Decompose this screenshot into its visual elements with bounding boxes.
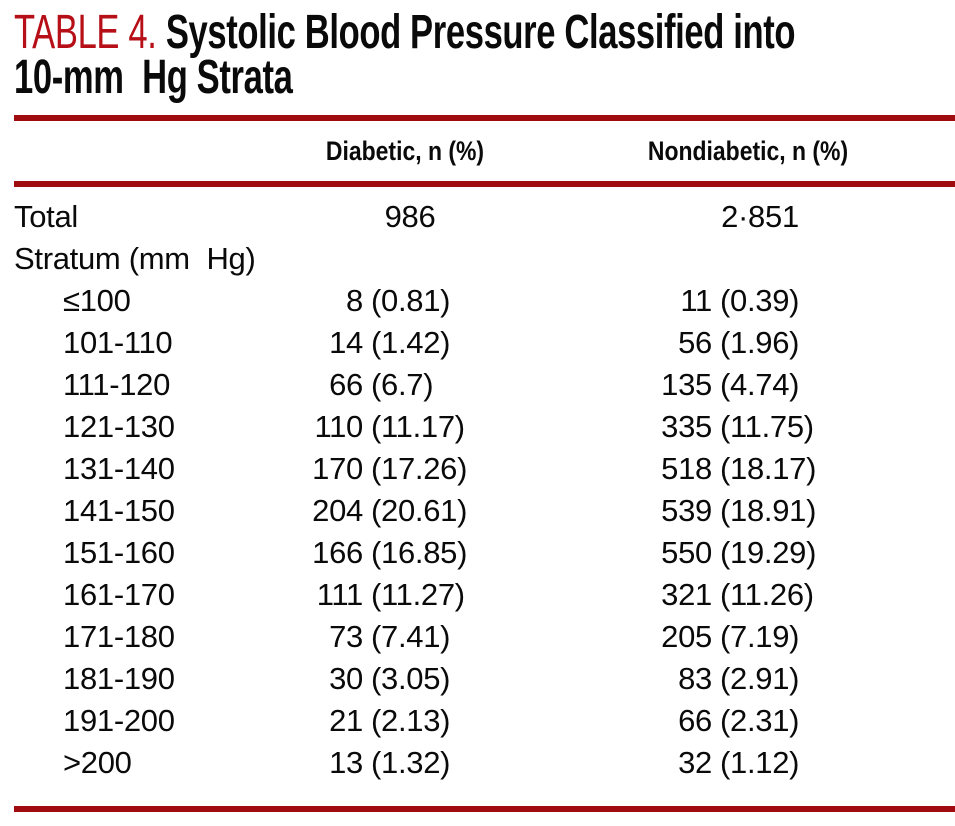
stratum-label: 191-200 [63, 703, 175, 738]
table-title-text-1: Systolic Blood Pressure Classified into [165, 6, 796, 59]
horizontal-rule-top [14, 115, 955, 121]
column-header-diabetic: Diabetic, n (%) [325, 136, 485, 166]
table-row-total: Total 986 2·851 [0, 196, 955, 238]
nondiabetic-count: 550 [661, 535, 712, 570]
table-title-line2: 10-mm Hg Strata [14, 54, 878, 102]
table-row: 191-200 21 (2.13) 66 (2.31) [0, 700, 955, 742]
diabetic-count: 8 [346, 283, 363, 318]
nondiabetic-percent: (19.29) [720, 535, 817, 570]
stratum-label: 121-130 [63, 409, 175, 444]
nondiabetic-percent: (18.91) [720, 493, 817, 528]
diabetic-percent: (17.26) [371, 451, 468, 486]
table-number-label: TABLE 4. [14, 6, 157, 59]
table-row: ≤100 8 (0.81) 11 (0.39) [0, 280, 955, 322]
stratum-label: 141-150 [63, 493, 175, 528]
table-row: 151-160 166 (16.85) 550 (19.29) [0, 532, 955, 574]
table-row: 131-140 170 (17.26) 518 (18.17) [0, 448, 955, 490]
nondiabetic-count: 66 [678, 703, 712, 738]
nondiabetic-percent: (11.75) [720, 409, 814, 444]
diabetic-count: 30 [329, 661, 363, 696]
stratum-label: 181-190 [63, 661, 175, 696]
nondiabetic-count: 518 [661, 451, 712, 486]
diabetic-percent: (2.13) [371, 703, 451, 738]
diabetic-count: 73 [329, 619, 363, 654]
stratum-label: 161-170 [63, 577, 175, 612]
diabetic-count: 111 [316, 577, 364, 612]
diabetic-percent: (1.32) [371, 745, 451, 780]
diabetic-count: 66 [329, 367, 363, 402]
nondiabetic-count: 11 [680, 283, 712, 318]
stratum-label: 151-160 [63, 535, 175, 570]
nondiabetic-percent: (1.12) [720, 745, 800, 780]
table-row: 141-150 204 (20.61) 539 (18.91) [0, 490, 955, 532]
total-label: Total [14, 199, 78, 234]
table-row: 121-130 110 (11.17) 335 (11.75) [0, 406, 955, 448]
table-title-text-2: 10-mm Hg Strata [14, 51, 293, 104]
nondiabetic-count: 335 [661, 409, 712, 444]
column-header-row: Diabetic, n (%) Nondiabetic, n (%) [0, 122, 955, 181]
nondiabetic-percent: (1.96) [720, 325, 800, 360]
nondiabetic-count: 205 [661, 619, 712, 654]
total-nondiabetic-value: 2·851 [721, 199, 799, 234]
diabetic-count: 13 [329, 745, 363, 780]
stratum-section-label: Stratum (mm Hg) [14, 241, 256, 276]
table-row: >200 13 (1.32) 32 (1.12) [0, 742, 955, 784]
diabetic-percent: (0.81) [371, 283, 451, 318]
table-title-line1: TABLE 4. Systolic Blood Pressure Classifi… [14, 9, 878, 57]
table-row: 171-180 73 (7.41) 205 (7.19) [0, 616, 955, 658]
diabetic-percent: (11.17) [371, 409, 465, 444]
nondiabetic-count: 56 [678, 325, 712, 360]
nondiabetic-percent: (4.74) [720, 367, 800, 402]
table-row-section: Stratum (mm Hg) [0, 238, 955, 280]
stratum-label: >200 [63, 745, 132, 780]
table-row: 181-190 30 (3.05) 83 (2.91) [0, 658, 955, 700]
stratum-label: 171-180 [63, 619, 175, 654]
column-header-nondiabetic: Nondiabetic, n (%) [647, 136, 849, 166]
horizontal-rule-mid [14, 181, 955, 187]
horizontal-rule-bottom [14, 806, 955, 812]
diabetic-percent: (16.85) [371, 535, 468, 570]
stratum-label: 101-110 [63, 325, 173, 360]
nondiabetic-percent: (11.26) [720, 577, 814, 612]
stratum-label: 131-140 [63, 451, 175, 486]
nondiabetic-percent: (7.19) [720, 619, 800, 654]
nondiabetic-count: 32 [678, 745, 712, 780]
diabetic-percent: (20.61) [371, 493, 468, 528]
diabetic-percent: (3.05) [371, 661, 451, 696]
total-diabetic-value: 986 [384, 199, 436, 234]
diabetic-percent: (6.7) [371, 367, 434, 402]
table-body: Total 986 2·851 Stratum (mm Hg) ≤100 8 (0.… [0, 196, 955, 784]
diabetic-count: 204 [312, 493, 363, 528]
table-row: 101-110 14 (1.42) 56 (1.96) [0, 322, 955, 364]
table-title: TABLE 4. Systolic Blood Pressure Classifi… [14, 9, 955, 102]
nondiabetic-count: 321 [661, 577, 712, 612]
diabetic-percent: (1.42) [371, 325, 451, 360]
stratum-label: ≤100 [63, 283, 131, 318]
diabetic-count: 14 [329, 325, 363, 360]
nondiabetic-percent: (2.91) [720, 661, 800, 696]
diabetic-count: 21 [329, 703, 363, 738]
table-row: 111-120 66 (6.7) 135 (4.74) [0, 364, 955, 406]
diabetic-percent: (7.41) [371, 619, 451, 654]
nondiabetic-percent: (2.31) [720, 703, 800, 738]
stratum-label: 111-120 [63, 367, 171, 402]
table-row: 161-170 111 (11.27) 321 (11.26) [0, 574, 955, 616]
diabetic-count: 170 [312, 451, 363, 486]
nondiabetic-percent: (0.39) [720, 283, 800, 318]
diabetic-count: 166 [312, 535, 363, 570]
nondiabetic-percent: (18.17) [720, 451, 817, 486]
diabetic-percent: (11.27) [371, 577, 465, 612]
nondiabetic-count: 539 [661, 493, 712, 528]
nondiabetic-count: 83 [678, 661, 712, 696]
diabetic-count: 110 [314, 409, 363, 444]
nondiabetic-count: 135 [661, 367, 712, 402]
